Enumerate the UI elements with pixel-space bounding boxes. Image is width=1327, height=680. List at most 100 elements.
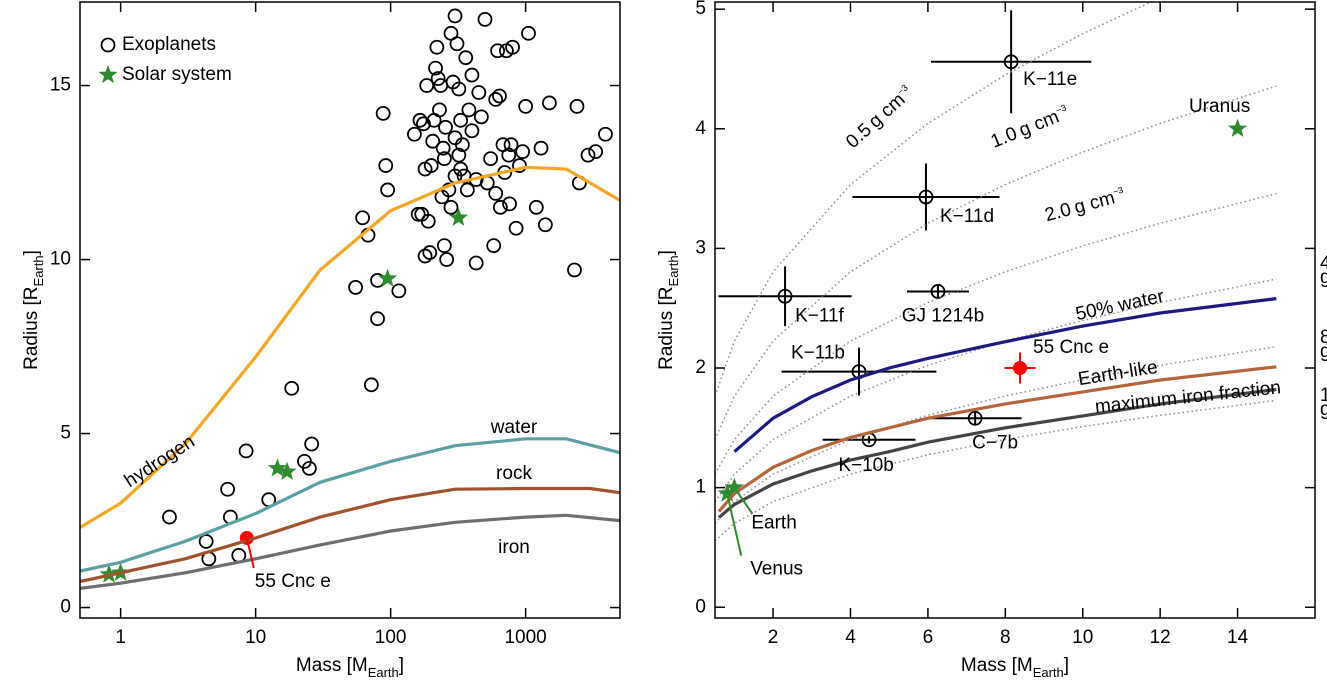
point-label: Earth: [751, 513, 796, 534]
circle-marker: [483, 151, 498, 167]
pointer-line: [726, 493, 743, 556]
curve-label: 0.5g cm−3: [842, 82, 917, 152]
circle-marker: [777, 288, 793, 304]
curve-label-unit: g cm: [1320, 341, 1327, 362]
x-axis-label-part: Earth: [1033, 665, 1064, 680]
circle-marker: [477, 12, 493, 27]
model-curve: [715, 278, 1277, 503]
point-label: Uranus: [1189, 96, 1250, 117]
x-tick-label: 1: [115, 627, 126, 648]
point-label: K−10b: [838, 455, 893, 476]
curve-label-name: rock: [496, 463, 532, 484]
circle-marker: [488, 92, 504, 107]
circle-marker: [430, 71, 446, 86]
x-tick-label: 12: [1150, 627, 1171, 648]
model-curve: [715, 85, 1277, 440]
circle-marker: [301, 460, 317, 476]
circle-marker: [438, 119, 453, 135]
y-tick-label: 2: [695, 357, 706, 378]
star-marker: [1228, 118, 1248, 137]
x-tick-label: 14: [1227, 627, 1249, 648]
circle-marker: [542, 95, 557, 111]
model-curve: [80, 513, 620, 590]
axes-frame: [714, 1, 1316, 619]
star-marker: [717, 483, 737, 502]
circle-marker: [503, 137, 519, 153]
y-tick-label: 0: [60, 597, 71, 618]
y-axis-label: Radius [REarth]: [656, 250, 681, 370]
x-axis-label-part: Mass [M: [296, 655, 368, 676]
legend-label: Exoplanets: [122, 34, 216, 55]
y-axis-label-part: ]: [21, 250, 42, 255]
y-tick-label: 10: [50, 249, 71, 270]
circle-marker: [422, 245, 438, 260]
circle-marker: [515, 144, 531, 160]
circle-marker: [537, 217, 553, 233]
circle-marker: [284, 380, 300, 396]
circle-marker: [967, 410, 983, 426]
point-label: K−11f: [795, 305, 844, 326]
circle-marker: [410, 206, 426, 222]
y-tick-label: 0: [695, 596, 706, 617]
circle-marker: [567, 262, 582, 278]
x-tick-label: 6: [923, 627, 934, 648]
point-label: K−11d: [940, 206, 994, 227]
y-axis-label-part: Earth: [666, 255, 681, 286]
x-tick-label: 8: [1000, 627, 1011, 648]
circle-marker: [425, 133, 441, 149]
circle-marker: [162, 509, 177, 525]
circle-marker: [417, 248, 433, 264]
circle-marker: [439, 252, 455, 267]
point-label: K−11b: [791, 343, 845, 364]
point-label: 55 Cnc e: [1033, 337, 1109, 358]
circle-marker: [447, 130, 463, 146]
circle-marker: [416, 116, 431, 132]
circle-marker: [436, 151, 452, 167]
model-curve: [80, 437, 620, 573]
point-label: Venus: [750, 559, 803, 580]
circle-marker: [508, 220, 524, 236]
circle-marker: [501, 147, 517, 163]
curve-label: hydrogen: [121, 431, 199, 492]
x-axis-label-part: ]: [399, 655, 404, 676]
model-curve: [717, 387, 1277, 519]
model-curve: [717, 365, 1277, 513]
x-axis-label-part: Earth: [368, 665, 399, 680]
circle-marker: [1003, 54, 1019, 70]
circle-marker: [419, 78, 435, 93]
curve-label-unit: g cm: [1320, 267, 1327, 288]
circle-marker: [492, 199, 508, 215]
circle-marker: [375, 105, 391, 121]
curve-label: water: [490, 417, 538, 438]
circle-marker: [502, 196, 517, 212]
curve-label-name: 1.0: [988, 123, 1020, 152]
model-curve: [715, 2, 1153, 397]
circle-marker: [473, 109, 489, 125]
y-axis-label: Radius [REarth]: [21, 250, 46, 370]
star-marker: [99, 564, 119, 583]
circle-marker: [512, 158, 527, 173]
x-axis-label: Mass [MEarth]: [961, 655, 1069, 680]
star-marker: [449, 207, 468, 226]
circle-marker: [505, 39, 520, 55]
curve-label-unit: g cm: [1072, 187, 1117, 218]
pointer-line: [733, 487, 754, 515]
dot-marker: [1013, 361, 1028, 376]
y-tick-label: 1: [695, 477, 706, 498]
circle-marker: [569, 99, 585, 114]
curve-label: g cm−3: [1320, 267, 1327, 288]
circle-marker: [451, 147, 467, 163]
axes-frame: [79, 1, 621, 619]
circle-marker: [443, 199, 459, 215]
circle-marker: [436, 238, 452, 254]
y-axis-label-part: Radius [R: [21, 286, 42, 369]
curve-label: 1.0g cm−3: [988, 102, 1072, 152]
circle-marker: [488, 186, 504, 201]
x-tick-label: 10: [1072, 627, 1093, 648]
circle-marker: [454, 137, 470, 153]
circle-marker: [580, 147, 596, 163]
curve-label-name: water: [490, 417, 538, 438]
circle-marker: [412, 112, 428, 128]
